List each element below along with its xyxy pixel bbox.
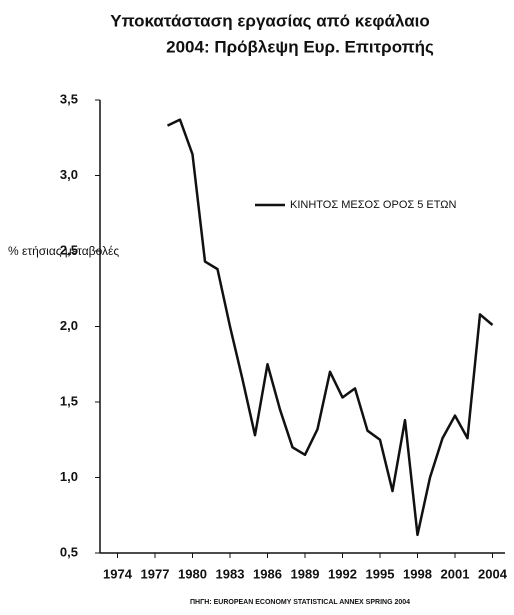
y-tick-label: 0,5 <box>60 544 78 559</box>
source: ΠΗΓΗ: EUROPEAN ECONOMY STATISTICAL ANNEX… <box>190 599 410 606</box>
y-tick-label: 3,0 <box>60 167 78 182</box>
y-tick-label: 2,5 <box>60 242 78 257</box>
chart-subtitle: 2004: Πρόβλεψη Ευρ. Επιτροπής <box>166 37 434 56</box>
x-tick-label: 1992 <box>328 566 357 581</box>
x-tick-label: 1998 <box>403 566 432 581</box>
legend-label: ΚΙΝΗΤΟΣ ΜΕΣΟΣ ΟΡΟΣ 5 ΕΤΩΝ <box>290 199 456 211</box>
x-tick-label: 2004 <box>478 566 508 581</box>
y-tick-label: 3,5 <box>60 91 78 106</box>
y-axis-label: % ετήσιας μεταβολές <box>8 244 119 258</box>
x-tick-label: 1974 <box>103 566 133 581</box>
x-tick-label: 1980 <box>178 566 207 581</box>
y-tick-label: 2,0 <box>60 318 78 333</box>
x-tick-label: 1995 <box>366 566 395 581</box>
line-series <box>166 118 494 537</box>
x-tick-label: 1989 <box>291 566 320 581</box>
y-tick-label: 1,0 <box>60 469 78 484</box>
x-tick-label: 1977 <box>141 566 170 581</box>
y-tick-label: 1,5 <box>60 393 78 408</box>
x-tick-label: 1983 <box>216 566 245 581</box>
x-tick-label: 1986 <box>253 566 282 581</box>
chart-title: Υποκατάσταση εργασίας από κεφάλαιο <box>110 11 430 30</box>
x-tick-label: 2001 <box>441 566 470 581</box>
